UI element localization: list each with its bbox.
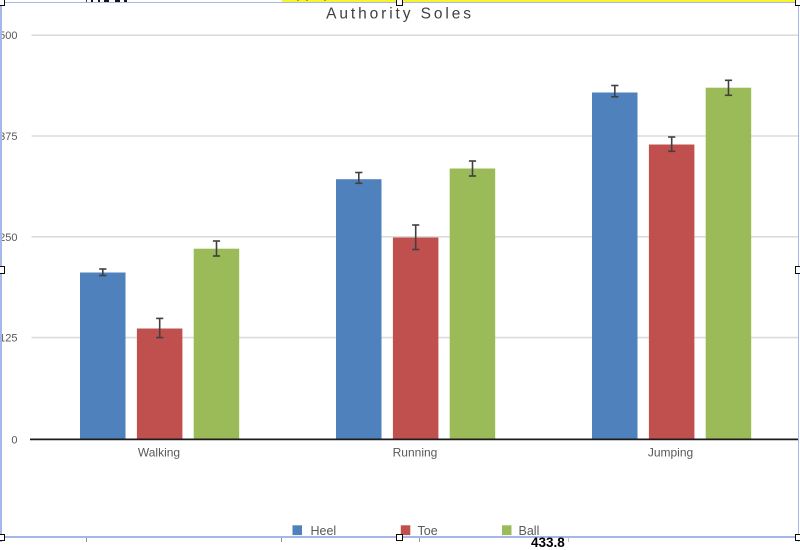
svg-text:Heel: Heel [311, 524, 337, 538]
svg-text:125: 125 [0, 333, 18, 345]
svg-text:500: 500 [0, 30, 18, 42]
svg-text:Authority Soles: Authority Soles [326, 6, 474, 23]
svg-text:0: 0 [11, 434, 17, 446]
svg-text:375: 375 [0, 131, 18, 143]
svg-text:250: 250 [0, 232, 18, 244]
svg-text:Running: Running [393, 446, 438, 460]
svg-text:Walking: Walking [138, 446, 180, 460]
svg-text:Jumping: Jumping [648, 446, 693, 460]
svg-text:Toe: Toe [418, 524, 438, 538]
svg-text:Ball: Ball [519, 524, 540, 538]
